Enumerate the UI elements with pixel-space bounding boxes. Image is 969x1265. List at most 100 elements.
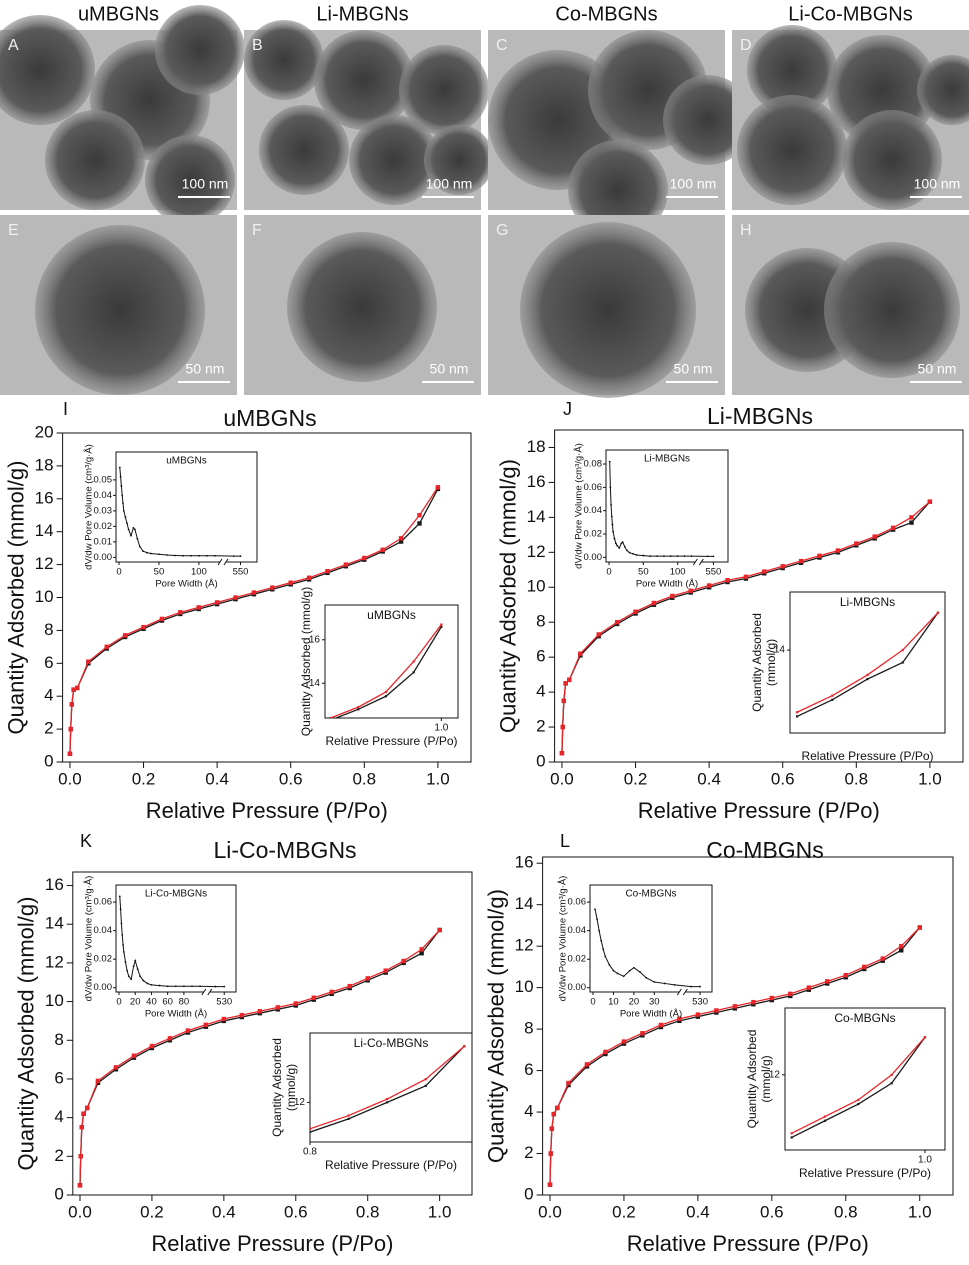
column-title: Co-MBGNs (555, 3, 657, 25)
data-point (596, 632, 601, 637)
inset-x-label: Relative Pressure (P/Po) (325, 1158, 457, 1172)
x-tick-label: 0.6 (279, 769, 303, 788)
inset-x-tick-label: 100 (670, 567, 686, 578)
inset-frame (605, 449, 729, 563)
y-tick-label: 0 (536, 751, 545, 770)
x-tick-label: 1.0 (426, 769, 450, 788)
inset-x-label: Relative Pressure (P/Po) (799, 1166, 931, 1180)
particle (35, 225, 205, 395)
x-tick-label: 0.2 (624, 769, 648, 788)
inset-x-tick-label: 0.8 (303, 1147, 317, 1158)
data-point (196, 605, 201, 610)
inset-x-tick-label: 0 (116, 997, 121, 1008)
data-point (584, 1062, 590, 1067)
particle (259, 105, 349, 195)
y-tick-label: 0 (44, 751, 53, 770)
data-point (75, 685, 80, 691)
inset-point (136, 537, 139, 540)
inset-y-tick-label: 0.04 (584, 505, 603, 516)
y-tick-label: 16 (515, 853, 534, 872)
inset-y-tick-label: 12 (769, 1069, 781, 1080)
x-tick-label: 0.6 (760, 1202, 784, 1221)
chart-title: uMBGNs (223, 405, 316, 431)
data-point (560, 724, 565, 730)
column-title: Li-Co-MBGNs (788, 3, 912, 25)
inset-y-tick-label: 0.04 (94, 490, 113, 501)
inset-point (669, 555, 672, 558)
inset-bg (116, 885, 236, 992)
data-point (547, 1182, 553, 1187)
x-tick-label: 0.8 (834, 1202, 858, 1221)
inset-title: uMBGNs (367, 608, 416, 622)
y-tick-label: 8 (536, 612, 545, 631)
inset-point (121, 934, 124, 936)
inset-point (604, 955, 607, 958)
inset-point (166, 554, 168, 556)
inset-y-tick-label: 0.00 (584, 552, 603, 563)
inset-x-label: Relative Pressure (P/Po) (801, 749, 933, 763)
data-point (310, 1127, 312, 1130)
y-tick-label: 12 (527, 542, 546, 561)
data-point (923, 1036, 927, 1039)
axis-break-gap (203, 988, 210, 996)
data-point (578, 651, 583, 656)
inset-point (239, 555, 242, 558)
data-point (603, 1049, 608, 1055)
panel-letter: D (740, 37, 752, 54)
y-tick-label: 6 (524, 1060, 533, 1079)
inset-point (120, 922, 123, 925)
data-point (398, 536, 404, 541)
x-tick-label: 0.0 (538, 1202, 562, 1221)
inset-point (122, 502, 124, 505)
inset-title: Co-MBGNs (625, 889, 676, 900)
x-axis-label: Relative Pressure (P/Po) (151, 1231, 393, 1256)
x-axis-label: Relative Pressure (P/Po) (627, 1231, 869, 1256)
inset-y-tick-label: 0.02 (94, 954, 113, 965)
data-point (817, 553, 822, 559)
y-tick-label: 10 (35, 587, 54, 606)
inset-frame (324, 604, 459, 719)
y-axis-label: Quantity Adsorbed (mmol/g) (3, 461, 28, 735)
axis-break-gap (695, 558, 702, 566)
data-point (927, 499, 933, 504)
data-point (862, 964, 867, 970)
inset-x-tick-label: 60 (162, 997, 173, 1008)
data-point (435, 485, 441, 490)
data-point (122, 633, 128, 638)
data-point (347, 1117, 350, 1120)
inset-y-label: (mmol/g) (759, 1055, 773, 1102)
particle (663, 75, 753, 165)
inset-point (158, 553, 160, 556)
data-point (386, 1101, 389, 1104)
data-point (362, 555, 367, 561)
axis-break-gap (219, 558, 226, 566)
x-axis-label: Relative Pressure (P/Po) (638, 798, 880, 823)
data-point (329, 989, 334, 995)
inset-point (130, 534, 132, 537)
y-tick-label: 14 (45, 914, 64, 933)
inset-point (649, 555, 652, 558)
data-point (325, 568, 330, 574)
data-point (640, 1031, 645, 1036)
inset-y-label: Quantity Adsorbed (745, 1030, 759, 1129)
inset-point (146, 982, 149, 985)
inset-title: uMBGNs (166, 456, 207, 467)
data-point (167, 1036, 173, 1041)
data-point (917, 925, 922, 930)
data-point (419, 947, 424, 952)
data-point (762, 569, 767, 574)
inset-point (594, 908, 596, 911)
inset-y-label: Quantity Adsorbed (270, 1038, 284, 1137)
axis-break (692, 558, 704, 566)
x-tick-label: 0.0 (550, 769, 574, 788)
inset-y-label: dV/dw Pore Volume (cm³/g·Å) (574, 443, 585, 569)
data-point (769, 995, 775, 1001)
data-point (890, 1073, 893, 1076)
data-point (311, 995, 316, 1000)
data-point (743, 574, 749, 579)
inset-point (174, 985, 177, 988)
inset-point (628, 969, 631, 972)
inset-x-label: Relative Pressure (P/Po) (325, 734, 457, 748)
inset-point (608, 963, 611, 966)
data-point (71, 687, 76, 692)
